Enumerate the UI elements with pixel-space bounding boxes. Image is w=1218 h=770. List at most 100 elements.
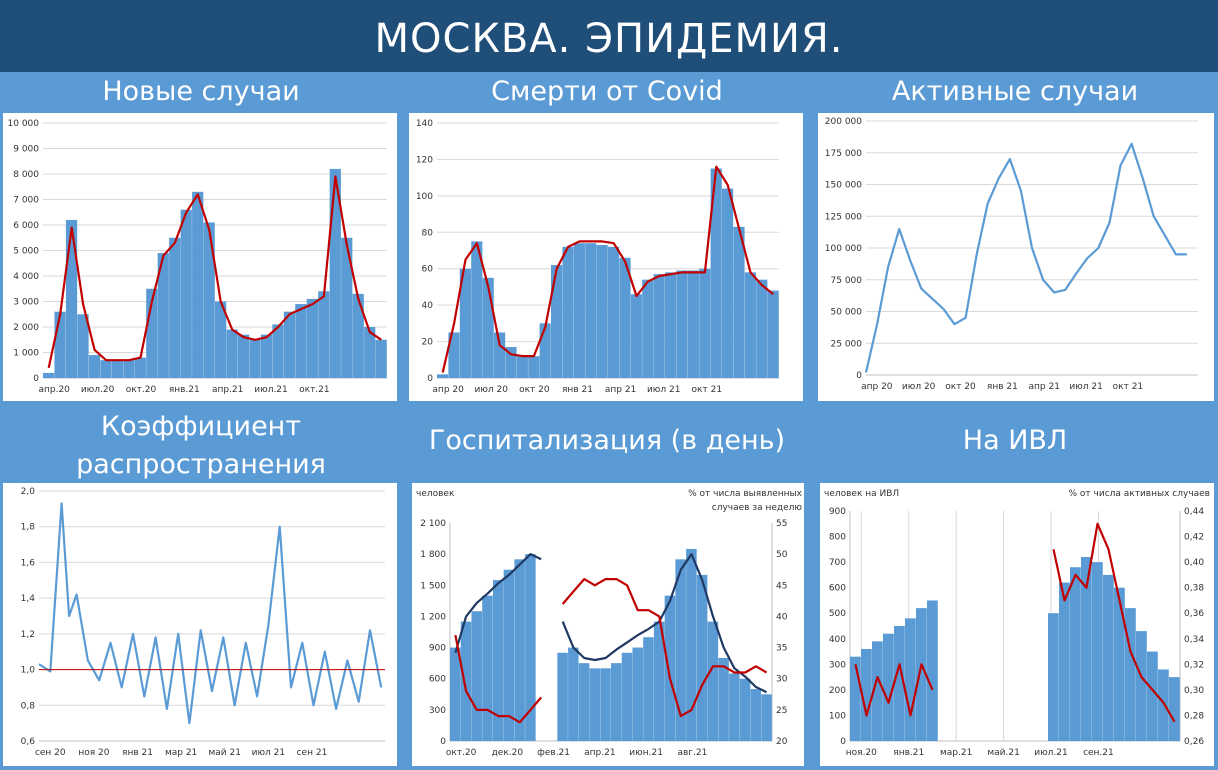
y-tick-label: 600 — [829, 584, 846, 594]
chart-ventilation: 0 100 200 300 400 500 600 700 800 900 0,26 0,28 0,30… — [820, 483, 1214, 766]
y-tick-label: 150 000 — [825, 181, 862, 191]
x-tick-label: дек.20 — [492, 748, 524, 758]
y-tick-label: 500 — [829, 609, 846, 619]
bar — [676, 270, 688, 378]
y-right-caption: случаев за неделю — [712, 503, 803, 513]
y-tick-label: 175 000 — [825, 149, 862, 159]
x-tick-label: окт 20 — [945, 382, 976, 392]
bar — [872, 641, 883, 741]
bar — [1059, 582, 1070, 741]
y-right-tick-label: 0,32 — [1184, 660, 1204, 670]
y-tick-label: 9 000 — [13, 145, 39, 155]
y-tick-label: 1 500 — [420, 581, 446, 591]
y-tick-label: 0 — [33, 374, 39, 384]
bar — [1169, 677, 1180, 741]
bar — [525, 554, 536, 741]
series-line — [47, 175, 382, 369]
bar — [471, 241, 483, 378]
bar — [718, 657, 729, 741]
x-tick-label: июл 20 — [902, 382, 936, 392]
y-tick-label: 1 800 — [420, 550, 446, 560]
bar — [600, 668, 611, 741]
bar — [295, 304, 307, 378]
y-right-tick-label: 20 — [776, 737, 788, 747]
y-tick-label: 1 200 — [420, 612, 446, 622]
bar — [352, 293, 364, 378]
y-tick-label: 1,0 — [21, 666, 36, 676]
bar — [568, 647, 579, 741]
y-left-caption: человек на ИВЛ — [824, 489, 899, 499]
bar — [739, 678, 751, 741]
bar — [1081, 557, 1092, 741]
y-tick-label: 1,8 — [21, 523, 36, 533]
y-tick-label: 3 000 — [13, 298, 39, 308]
x-tick-label: июл.21 — [254, 385, 288, 395]
y-tick-label: 4 000 — [13, 272, 39, 282]
x-tick-label: сен 20 — [35, 748, 66, 758]
x-tick-label: ноя.20 — [846, 748, 877, 758]
chart-hospitalization: 0 300 600 900 1 200 1 500 1 800 2 100 20 25 30 35 40… — [412, 483, 804, 766]
chart-new-cases: 0 1 000 2 000 3 000 4 000 5 000 6 000 7 000 8 00… — [3, 113, 397, 401]
bar — [589, 668, 601, 741]
x-tick-label: апр 21 — [605, 385, 636, 395]
bar — [722, 188, 734, 378]
y-tick-label: 0 — [840, 737, 846, 747]
x-tick-label: июл 21 — [647, 385, 681, 395]
x-tick-label: июл 21 — [252, 748, 286, 758]
bar — [192, 191, 204, 378]
bar — [203, 222, 215, 378]
x-tick-label: окт.20 — [126, 385, 157, 395]
bar — [611, 663, 622, 741]
y-tick-label: 40 — [422, 301, 434, 311]
bar — [505, 347, 517, 378]
bar — [226, 329, 238, 378]
y-tick-label: 75 000 — [831, 276, 863, 286]
bar — [630, 294, 642, 378]
x-tick-label: июн.21 — [629, 748, 663, 758]
y-right-tick-label: 50 — [776, 550, 788, 560]
y-right-tick-label: 0,30 — [1184, 686, 1204, 696]
panel-title-deaths: Смерти от Covid — [491, 76, 723, 107]
y-right-tick-label: 0,26 — [1184, 737, 1204, 747]
bar — [514, 559, 525, 741]
y-tick-label: 400 — [829, 635, 846, 645]
bar — [492, 580, 504, 741]
bar — [471, 611, 482, 741]
bar — [448, 332, 460, 378]
bar — [1092, 562, 1103, 741]
bar — [643, 637, 654, 741]
y-tick-label: 1,6 — [21, 558, 36, 568]
bar — [318, 291, 330, 378]
bar — [1070, 567, 1081, 741]
bar — [675, 559, 686, 741]
y-right-tick-label: 0,40 — [1184, 558, 1204, 568]
panel-title-active: Активные случаи — [891, 76, 1139, 107]
bar — [482, 595, 493, 741]
y-tick-label: 2,0 — [21, 487, 36, 497]
bar — [528, 356, 540, 378]
bar — [894, 626, 905, 741]
bar — [585, 243, 597, 378]
x-tick-label: янв.21 — [169, 385, 200, 395]
x-tick-label: сен.21 — [1083, 748, 1114, 758]
bar — [329, 168, 341, 378]
bar — [557, 652, 568, 741]
bar — [665, 272, 677, 378]
y-tick-label: 300 — [429, 706, 446, 716]
x-tick-label: апр.21 — [212, 385, 243, 395]
bar — [180, 209, 192, 378]
bar — [767, 290, 779, 378]
bar — [664, 595, 676, 741]
bar — [642, 279, 654, 378]
series-line — [864, 142, 1187, 373]
y-right-tick-label: 0,44 — [1184, 507, 1204, 517]
y-tick-label: 80 — [422, 228, 434, 238]
y-tick-label: 6 000 — [13, 221, 39, 231]
bar — [1048, 613, 1059, 741]
y-right-tick-label: 30 — [776, 675, 788, 685]
y-tick-label: 20 — [422, 338, 434, 348]
bar — [710, 168, 722, 378]
y-tick-label: 120 — [416, 155, 433, 165]
bar — [687, 270, 699, 378]
y-tick-label: 10 000 — [8, 119, 40, 129]
